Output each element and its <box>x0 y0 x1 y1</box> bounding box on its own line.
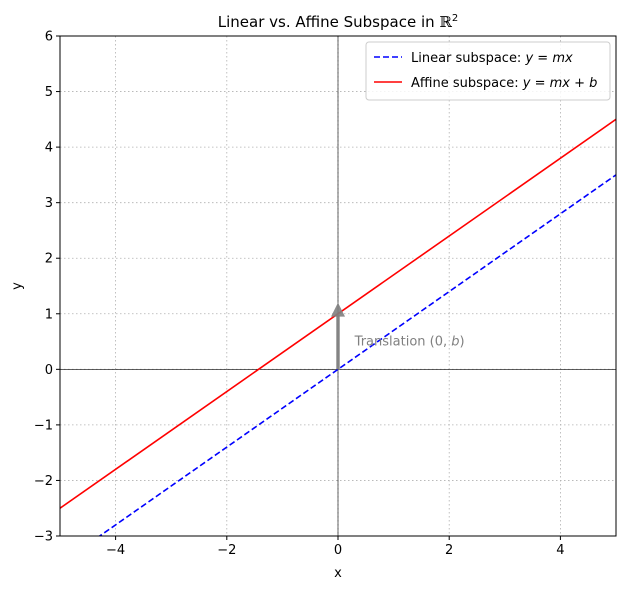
y-ticks: −3 −2 −1 0 1 2 3 4 5 6 <box>34 30 60 545</box>
legend-label-1: Linear subspace: y = mx <box>411 51 573 66</box>
x-ticks: −4 −2 0 2 4 <box>106 536 565 558</box>
legend-label-2: Affine subspace: y = mx + b <box>411 76 597 91</box>
x-tick-label: −4 <box>106 543 125 558</box>
y-tick-label: −3 <box>34 530 53 545</box>
x-axis-label: x <box>334 566 342 581</box>
arrow-head <box>331 302 345 317</box>
series-line-1 <box>98 174 616 536</box>
y-tick-label: 5 <box>45 85 53 100</box>
y-tick-label: 1 <box>45 307 53 322</box>
y-tick-label: 0 <box>45 363 53 378</box>
y-tick-label: 4 <box>45 141 53 156</box>
zero-lines <box>60 36 616 536</box>
legend-box <box>365 41 611 101</box>
x-tick-label: 2 <box>445 543 453 558</box>
y-tick-label: −1 <box>34 418 53 433</box>
y-tick-label: 3 <box>45 196 53 211</box>
x-tick-label: 4 <box>556 543 564 558</box>
x-tick-label: 0 <box>334 543 342 558</box>
translation-annotation: Translation (0, b) <box>354 335 465 350</box>
translation-arrow <box>331 302 345 370</box>
y-tick-label: 2 <box>45 252 53 267</box>
y-axis-label: y <box>10 282 25 290</box>
y-tick-label: 6 <box>45 30 53 45</box>
y-tick-label: −2 <box>34 474 53 489</box>
annotation-text: Translation (0, b) <box>354 335 465 350</box>
chart-title: Linear vs. Affine Subspace in ℝ2 <box>218 13 459 31</box>
x-tick-label: −2 <box>217 543 236 558</box>
legend: Linear subspace: y = mx Affine subspace: … <box>365 41 611 101</box>
